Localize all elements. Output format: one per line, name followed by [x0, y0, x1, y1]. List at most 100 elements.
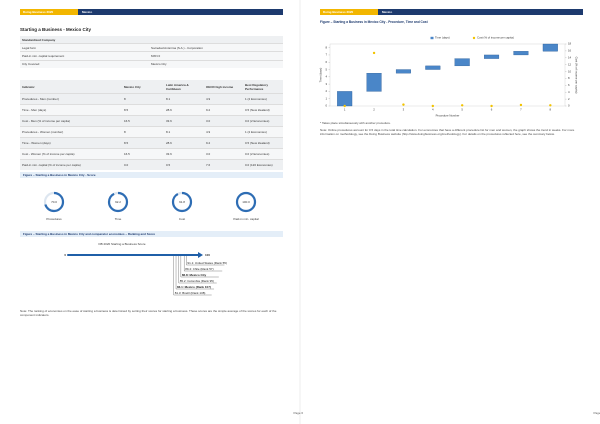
- table-cell: 8: [124, 130, 126, 134]
- table-row: Procedures - Women (number) 8 8.1 4.9 1 (2 E…: [20, 126, 283, 138]
- legend-swatch: [472, 36, 476, 40]
- cost-dot: [490, 104, 493, 108]
- x-tick-label: 5: [461, 108, 463, 112]
- table-cell: City Covered: [22, 62, 40, 67]
- table-cell: 4.9: [206, 97, 211, 101]
- table-row: Standardized Company: [20, 36, 283, 44]
- time-bar: [366, 73, 382, 92]
- y-tick-label: 4: [325, 75, 327, 79]
- standardized-company-table: Standardized Company Legal form Sociedad A…: [20, 36, 283, 68]
- table-cell: Mexico City: [151, 62, 167, 67]
- table-cell: 16.5: [124, 152, 130, 156]
- y2-tick-label: 6: [568, 83, 570, 87]
- table-cell: 33.6: [166, 119, 172, 123]
- x-tick-label: 7: [520, 108, 522, 112]
- note: Note: Online procedures account for 0.5 …: [320, 128, 575, 137]
- table-header-row: Indicator Mexico City Latin America & Cari…: [20, 80, 283, 94]
- x-tick-label: 8: [550, 108, 552, 112]
- donut-value: 91.8: [179, 200, 185, 204]
- y2-tick-label: 18: [568, 42, 572, 46]
- cost-dot: [519, 103, 523, 107]
- y2-tick-label: 14: [568, 56, 572, 60]
- page-number: Page 7: [593, 411, 600, 415]
- table-row: Time - Men (days) 8.5 28.6 9.2 0.5 (New Zeal…: [20, 104, 283, 116]
- cost-dot: [372, 51, 376, 55]
- table-cell: 28.6: [166, 141, 172, 145]
- donut-caption: Cost: [179, 217, 185, 221]
- tick-label: 100: [205, 253, 210, 257]
- score-label: 85.2: Colombia (Rank 95): [180, 279, 214, 283]
- table-cell: 9.2: [206, 141, 211, 145]
- page-number: Page 6: [293, 411, 303, 415]
- indicators-table: Indicator Mexico City Latin America & Cari…: [20, 80, 283, 170]
- table-cell: 1 (2 Economies): [245, 130, 267, 134]
- donut-value: 70.0: [51, 200, 57, 204]
- table-cell: Cost - Men (% of income per capita): [22, 119, 71, 123]
- cost-dot: [343, 104, 346, 108]
- time-bar: [484, 54, 500, 59]
- table-cell: 7.6: [206, 163, 211, 167]
- table-cell: 9.2: [206, 108, 211, 112]
- score-label: 86.8: Mexico City: [182, 273, 207, 277]
- time-bar: [513, 51, 529, 56]
- table-row: Time - Women (days) 8.5 28.6 9.2 0.5 (New Ze…: [20, 137, 283, 149]
- table-cell: 8.1: [166, 97, 171, 101]
- y-tick-label: 6: [325, 60, 327, 64]
- table-cell: 28.6: [166, 108, 172, 112]
- donut-arc: [43, 191, 65, 213]
- table-cell: Legal form: [22, 45, 37, 50]
- axis-tick: [67, 254, 69, 256]
- y2-tick-label: 8: [568, 76, 570, 80]
- y-axis-title: Time (days): [319, 68, 323, 83]
- table-cell: Procedures - Men (number): [22, 97, 59, 101]
- table-cell: 0.5 (New Zealand): [245, 108, 270, 112]
- table-cell: 33.6: [166, 152, 172, 156]
- score-label: 83.1: Mexico (Rank 107): [177, 285, 211, 289]
- x-tick-label: 4: [432, 108, 434, 112]
- score-label: 81.3: Brazil (Rank 138): [175, 291, 206, 295]
- table-row: Cost - Women (% of income per capita) 16.…: [20, 148, 283, 160]
- arrow-head: [198, 252, 203, 258]
- time-bar: [395, 69, 411, 74]
- donut-caption: Paid-in min. capital: [233, 217, 259, 221]
- y-tick-label: 3: [325, 82, 327, 86]
- table-heading: Standardized Company: [22, 37, 56, 42]
- economy-badge: Mexico: [78, 9, 283, 15]
- table-cell: Time - Women (days): [22, 141, 51, 145]
- axis-tick: [197, 254, 199, 256]
- score-label: 91.1: United States (Rank 55): [187, 261, 227, 265]
- y-tick-label: 5: [325, 67, 327, 71]
- y2-tick-label: 12: [568, 62, 572, 66]
- donut-value: 100.0: [242, 200, 250, 204]
- table-cell: Sociedad Anónima (S.A.) - Corporation: [151, 45, 203, 50]
- donut-arc: [235, 191, 257, 213]
- y2-tick-label: 2: [568, 97, 570, 101]
- table-cell: MXN 0: [151, 53, 161, 58]
- y2-tick-label: 16: [568, 49, 572, 53]
- time-bar: [542, 43, 558, 52]
- column-header: Indicator: [22, 84, 35, 89]
- y-tick-label: 1: [325, 96, 327, 100]
- table-row: Legal form Sociedad Anónima (S.A.) - Corp…: [20, 43, 283, 52]
- figure-title: Figure – Starting a Business in Mexico C…: [20, 231, 283, 237]
- legend-swatch: [430, 36, 434, 40]
- y2-tick-label: 10: [568, 69, 572, 73]
- figure-title: Figure – Starting a Business in Mexico C…: [320, 20, 428, 24]
- table-cell: Paid-in min. capital requirement: [22, 53, 65, 58]
- y-tick-label: 2: [325, 89, 327, 93]
- y-tick-label: 0: [325, 104, 327, 108]
- time-bar: [337, 91, 353, 107]
- x-tick-label: 6: [491, 108, 493, 112]
- time-bar: [454, 58, 470, 67]
- table-cell: Cost - Women (% of income per capita): [22, 152, 75, 156]
- y2-tick-label: 4: [568, 90, 570, 94]
- cost-dot: [402, 103, 405, 106]
- donut-value: 92.2: [115, 200, 121, 204]
- legend-label: Cost (% of income per capita): [477, 36, 514, 40]
- donut-caption: Time: [115, 217, 122, 221]
- y-tick-label: 7: [325, 53, 327, 57]
- donut-arc: [107, 191, 129, 213]
- table-cell: 8.5: [124, 108, 129, 112]
